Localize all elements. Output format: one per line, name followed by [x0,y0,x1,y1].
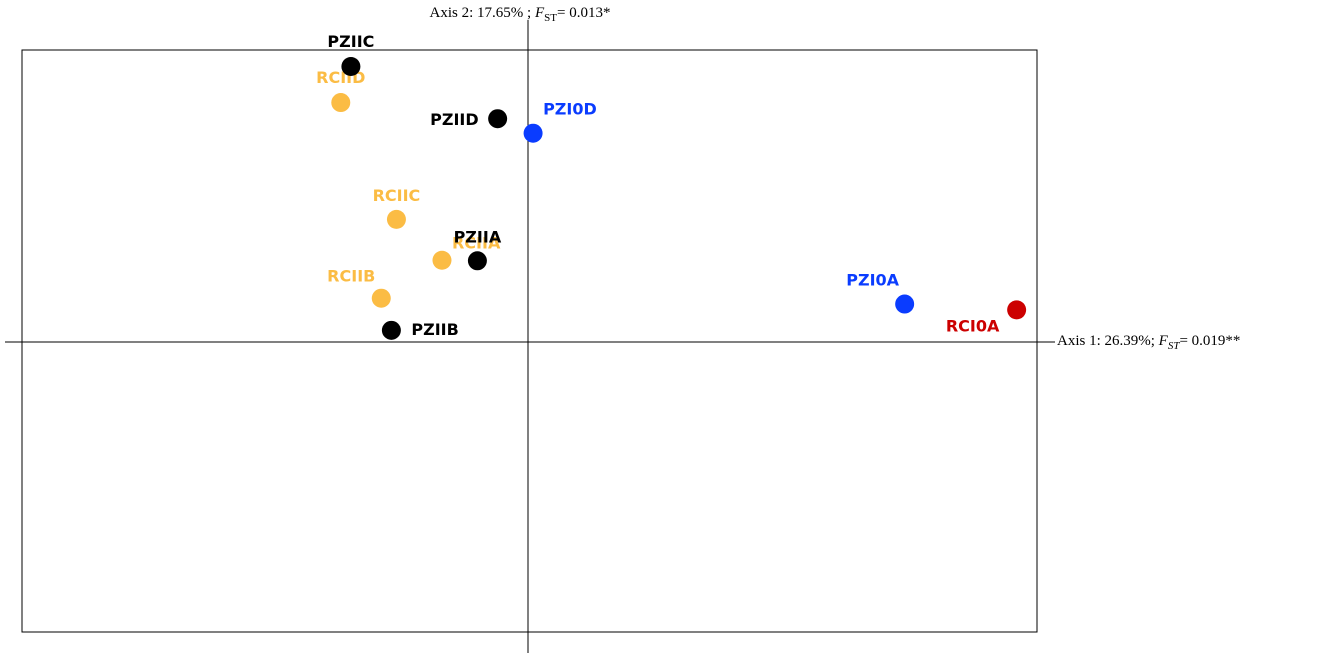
y-label-symbol: F [534,5,545,21]
plot-frame [21,49,1038,633]
point [467,251,487,271]
point [523,123,543,143]
point-label: PZIID [430,110,479,129]
point-label: RCIIB [327,267,375,286]
x-label-subscript: ST [1168,340,1181,352]
point-label: RCI0A [946,316,1000,335]
point [895,294,915,314]
y-label-suffix: = 0.013* [557,5,610,21]
point-label: PZI0A [846,271,899,290]
point [331,93,351,113]
point [341,57,361,76]
point [371,288,391,308]
point-label: PZIIB [411,320,458,339]
point-label: PZIIC [327,32,374,51]
x-label-symbol: F [1158,333,1169,349]
point-label: PZI0D [543,100,597,119]
y-label-subscript: ST [544,12,557,24]
point [432,250,452,270]
x-label-suffix: = 0.019** [1179,333,1240,349]
x-label-prefix: Axis 1: 26.39%; [1057,333,1159,349]
point [386,209,406,229]
point-label: RCIIA [452,234,501,253]
y-axis-label: Axis 2: 17.65% ; FST= 0.013* [430,5,611,23]
point [1007,300,1027,320]
point [381,320,401,340]
x-axis-label: Axis 1: 26.39%; FST= 0.019** [1057,333,1240,351]
point-label: RCIIC [373,186,421,205]
y-label-prefix: Axis 2: 17.65% ; [430,5,535,21]
point [488,109,508,129]
point-label: PZIIA [454,227,502,246]
